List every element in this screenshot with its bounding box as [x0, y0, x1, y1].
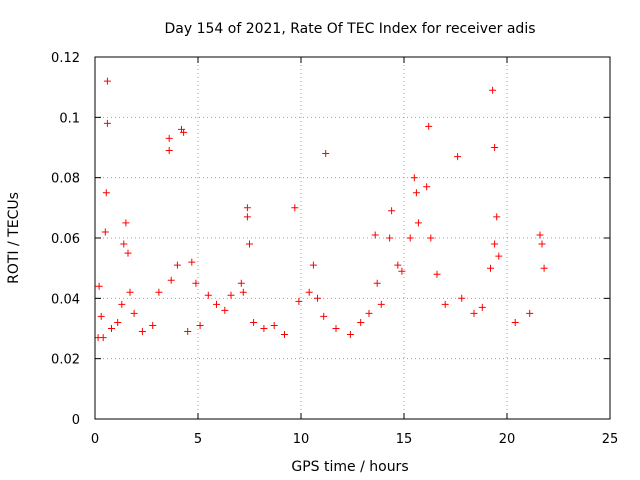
x-tick-label: 15 — [396, 432, 413, 447]
x-tick-label: 20 — [499, 432, 516, 447]
y-tick-labels: 0 0.02 0.04 0.06 0.08 0.1 0.12 — [51, 51, 80, 428]
x-tick-label: 25 — [602, 432, 619, 447]
y-tick-label: 0.02 — [51, 353, 80, 368]
plot-frame — [94, 56, 611, 420]
y-tick-label: 0.04 — [51, 292, 80, 307]
grid-lines — [95, 57, 610, 419]
axis-ticks — [94, 56, 611, 420]
x-tick-label: 0 — [91, 432, 99, 447]
y-tick-label: 0.1 — [59, 111, 80, 126]
y-tick-label: 0.06 — [51, 232, 80, 247]
y-axis-title: ROTI / TECUs — [6, 192, 22, 284]
y-tick-label: 0.08 — [51, 172, 80, 187]
x-tick-label: 10 — [293, 432, 310, 447]
x-axis-title: GPS time / hours — [291, 459, 408, 475]
data-points — [94, 77, 548, 342]
x-tick-labels: 0 5 10 15 20 25 — [91, 432, 618, 447]
roti-data-points — [94, 77, 548, 342]
y-tick-label: 0 — [72, 413, 80, 428]
x-tick-label: 5 — [194, 432, 202, 447]
y-tick-label: 0.12 — [51, 51, 80, 66]
chart-title: Day 154 of 2021, Rate Of TEC Index for r… — [164, 21, 535, 37]
